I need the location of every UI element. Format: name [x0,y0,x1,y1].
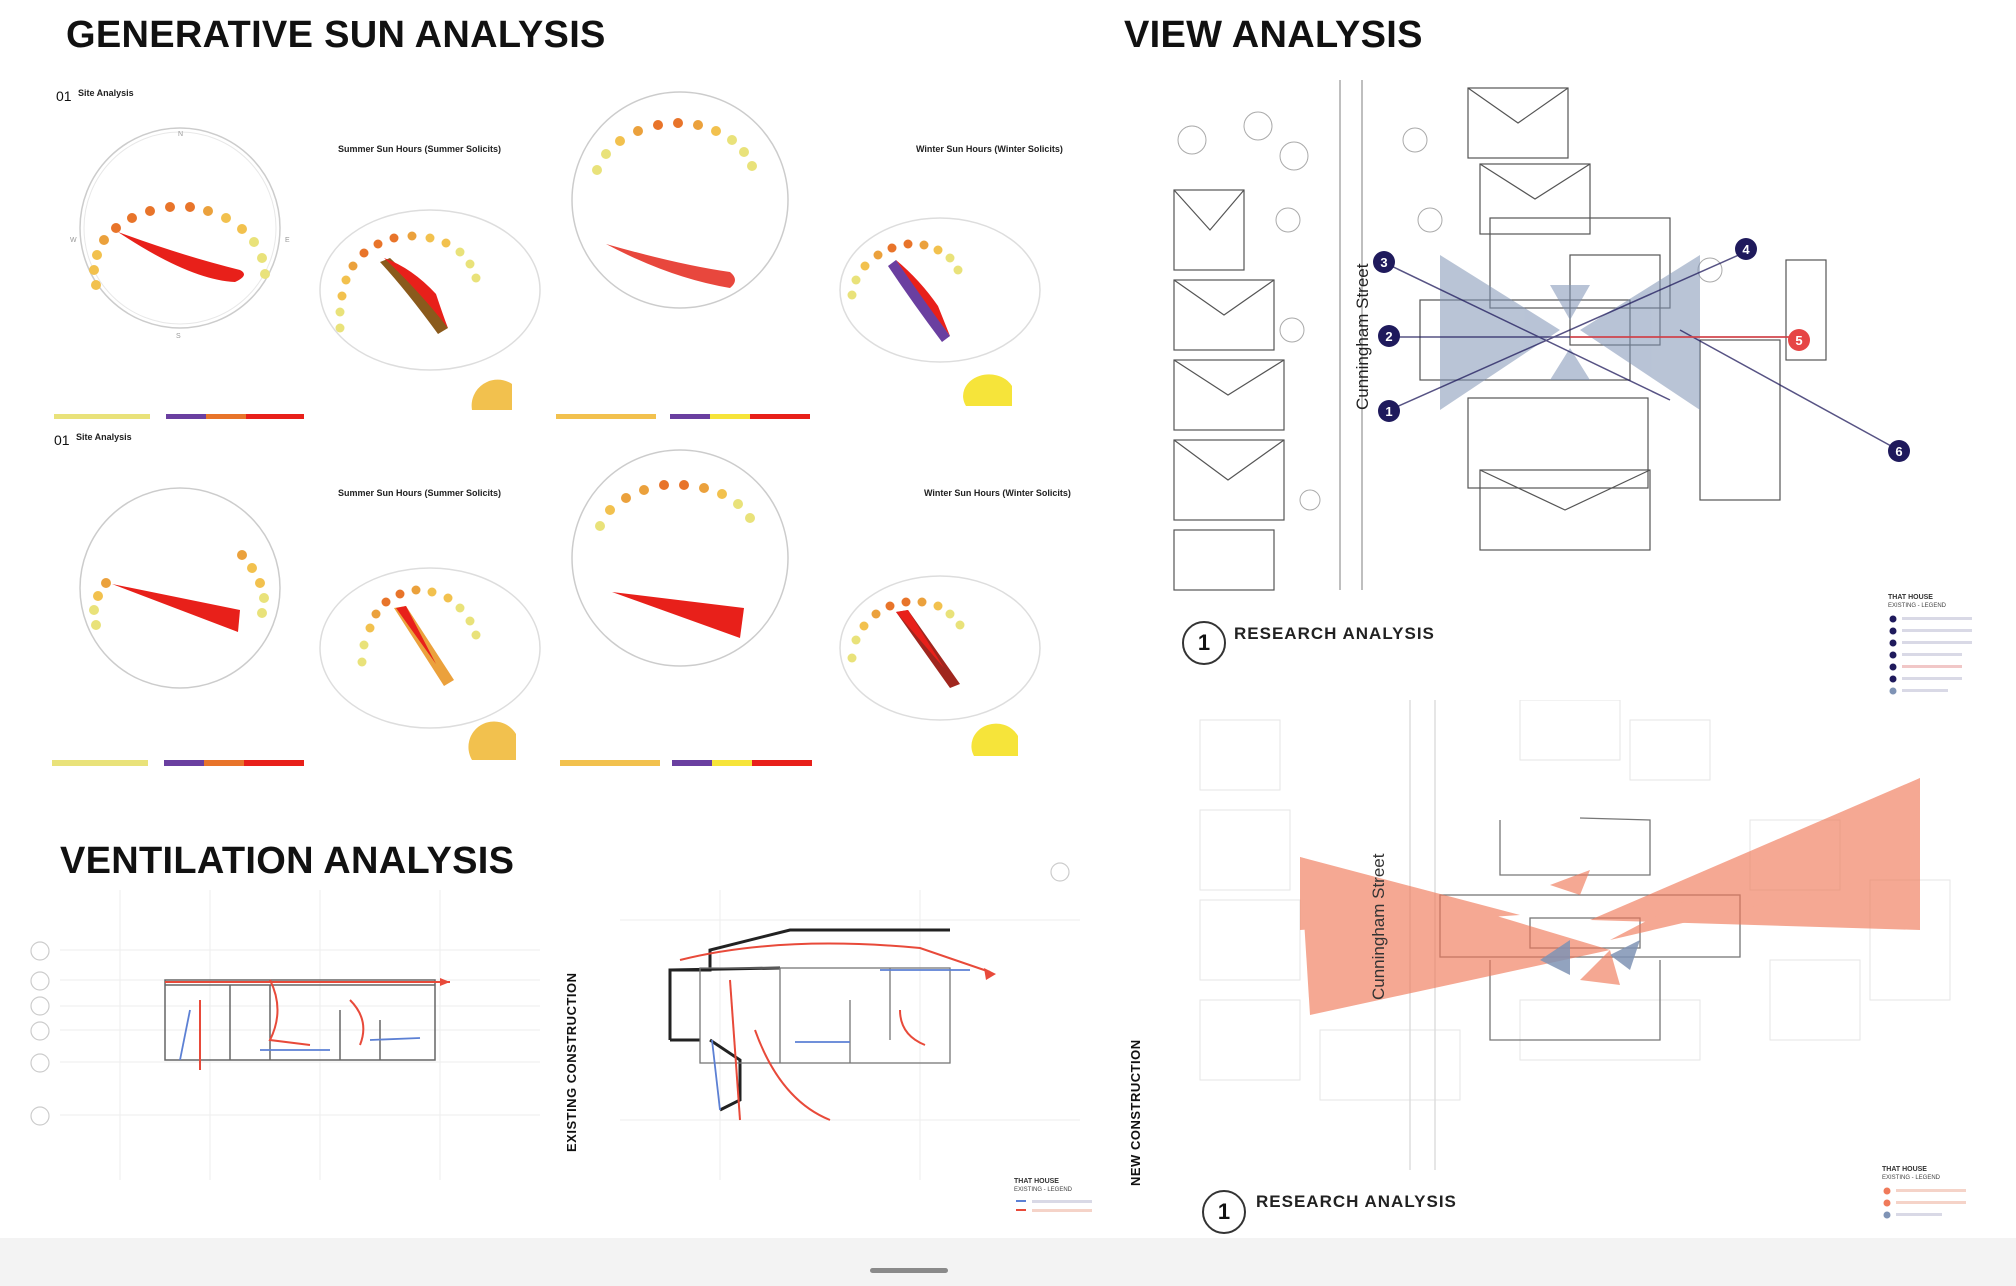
view-legend-2: THAT HOUSE EXISTING - LEGEND [1882,1166,1992,1230]
viewpoint-4: 4 [1735,238,1757,260]
sun-3d-diagram-winter-1 [839,217,1041,363]
colorbars-2 [52,760,812,766]
viewpoint-1: 1 [1378,400,1400,422]
research-number-1: 1 [1182,621,1226,665]
sun-3d-diagram-winter-2 [839,575,1041,721]
view-legend-1: THAT HOUSE EXISTING - LEGEND [1888,594,1998,708]
viewpoint-2: 2 [1378,325,1400,347]
navigation-bar [0,1238,2016,1286]
section-number-2: 01 [54,432,70,448]
ventilation-drawings [30,862,1080,1180]
svg-text:S: S [176,333,181,340]
existing-construction-label: EXISTING CONSTRUCTION [564,972,579,1152]
viewpoint-6: 6 [1888,440,1910,462]
summer-title-1: Summer Sun Hours (Summer Solicits) [338,144,502,154]
research-label-1: RESEARCH ANALYSIS [1234,624,1435,643]
street-label-1: Cunningham Street [1353,263,1372,410]
sun-diagrams: N W E S [52,91,1041,766]
view-analysis-heading: VIEW ANALYSIS [1124,14,1423,56]
street-label-2: Cunningham Street [1369,853,1388,1000]
legend-dots-2 [1883,1187,1966,1219]
section-title: Site Analysis [78,88,134,98]
ventilation-legend: THAT HOUSE EXISTING - LEGEND [1014,1178,1104,1225]
research-number-2: 1 [1202,1190,1246,1234]
home-handle[interactable] [870,1268,948,1273]
sun-plan-diagram-winter-1 [571,91,789,309]
legend-subtitle-2: EXISTING - LEGEND [1882,1175,1941,1181]
sun-3d-diagram-1 [319,209,541,371]
section-title-2: Site Analysis [76,432,132,442]
legend-title: THAT HOUSE [1888,594,1933,601]
winter-title-2: Winter Sun Hours (Winter Solicits) [924,488,1071,498]
sun-analysis-heading: GENERATIVE SUN ANALYSIS [66,14,606,56]
viewpoint-5: 5 [1788,329,1810,351]
svg-text:W: W [70,237,77,244]
view-analysis-plan-2: Cunningham Street [1199,700,1951,1170]
view-analysis-plan-1: Cunningham Street [1173,80,1903,591]
ventilation-analysis-heading: VENTILATION ANALYSIS [60,840,515,882]
research-label-2: RESEARCH ANALYSIS [1256,1192,1457,1211]
viewpoint-3: 3 [1373,251,1395,273]
sun-analysis-panel: 01 Site Analysis 01 Site Analysis Summer… [40,80,1080,780]
summer-title-2: Summer Sun Hours (Summer Solicits) [338,488,502,498]
svg-text:E: E [285,237,290,244]
legend-title-2: THAT HOUSE [1882,1166,1927,1173]
sun-3d-diagram-2 [319,567,541,729]
legend-dots [1889,615,1972,695]
winter-title-1: Winter Sun Hours (Winter Solicits) [916,144,1063,154]
legend-subtitle: EXISTING - LEGEND [1888,603,1947,609]
section-number: 01 [56,88,72,104]
sun-plan-diagram-winter-2 [571,449,789,667]
vent-legend-title: THAT HOUSE [1014,1178,1059,1185]
new-construction-label: NEW CONSTRUCTION [1128,1039,1143,1186]
compass-n: N [178,131,183,138]
colorbars-1 [54,414,810,419]
sun-plan-diagram-2 [79,487,281,689]
vent-legend-subtitle: EXISTING - LEGEND [1014,1187,1073,1193]
sun-plan-diagram-1: N W E S [70,127,290,340]
